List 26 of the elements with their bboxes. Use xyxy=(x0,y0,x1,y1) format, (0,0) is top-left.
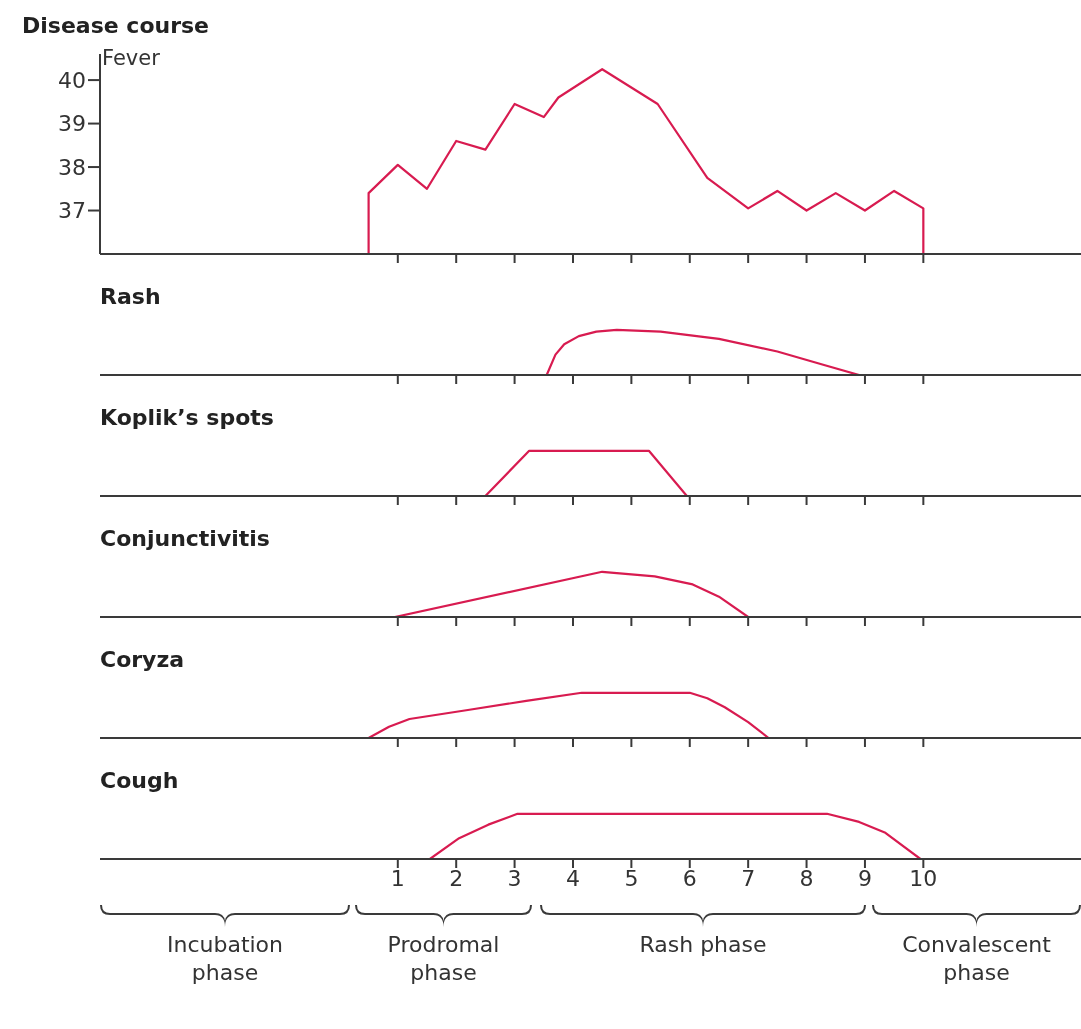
text: Rash phase xyxy=(638,931,768,959)
text: Incubation phase xyxy=(165,931,285,987)
y-tick-label: 40 xyxy=(58,67,86,93)
line-series xyxy=(367,68,925,254)
chart-title: Koplik’s spots xyxy=(99,404,275,432)
text: Prodromal phase xyxy=(386,931,501,987)
chart-title: Cough xyxy=(99,767,180,795)
y-tick-label: 37 xyxy=(58,198,86,224)
chart-title: Conjunctivitis xyxy=(99,525,271,553)
chart-title: Disease course xyxy=(21,12,211,40)
x-tick-label: 2 xyxy=(449,865,464,891)
x-tick-label: 7 xyxy=(741,865,756,891)
x-tick-label: 5 xyxy=(624,865,639,891)
x-tick-label: 10 xyxy=(909,865,938,891)
x-tick-label: 6 xyxy=(682,865,697,891)
chart-title: Coryza xyxy=(99,646,186,674)
x-tick-label: 3 xyxy=(507,865,522,891)
x-tick-label: 9 xyxy=(857,865,872,891)
y-tick-label: 38 xyxy=(58,154,86,180)
x-tick-label: 4 xyxy=(565,865,580,891)
chart-title: Rash xyxy=(99,283,162,311)
text: Convalescent phase xyxy=(901,931,1052,987)
y-tick-label: 39 xyxy=(58,111,86,137)
x-tick-label: 8 xyxy=(799,865,814,891)
x-tick-label: 1 xyxy=(390,865,405,891)
y-axis-title: Fever xyxy=(102,46,160,70)
